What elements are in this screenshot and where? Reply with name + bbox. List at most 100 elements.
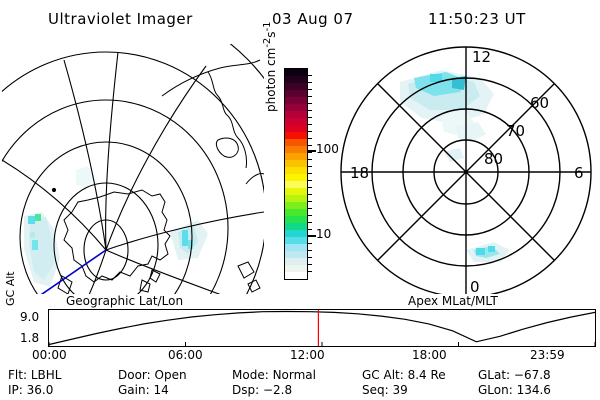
colorbar-minor-tick <box>307 187 312 188</box>
status-label: GLon: <box>478 383 517 397</box>
strip-chart-ylabel: GC Alt <box>4 271 17 306</box>
colorbar-minor-tick <box>307 257 312 258</box>
colorbar-band-16 <box>285 181 307 188</box>
colorbar-band-24 <box>285 237 307 244</box>
colorbar-band-21 <box>285 216 307 223</box>
status-value: 14 <box>153 383 169 397</box>
orbit-altitude-strip-chart[interactable] <box>48 309 596 347</box>
colorbar-band-25 <box>285 244 307 251</box>
apex-mlat-mlt-dial[interactable]: 12 6 0 18 60 70 80 <box>334 44 598 294</box>
colorbar-minor-tick <box>307 124 312 125</box>
colorbar-minor-tick <box>307 138 312 139</box>
colorbar-band-18 <box>285 195 307 202</box>
strip-xtick-2: 12:00 <box>290 348 325 362</box>
satellite-track-line <box>40 249 107 294</box>
colorbar-axis-title: photon cm-2s-1 <box>262 21 278 112</box>
status-glon: GLon: 134.6 <box>478 383 551 397</box>
colorbar-title-text: photon cm <box>264 47 278 112</box>
status-flt: Flt: LBHL <box>8 368 61 382</box>
strip-chart-canvas <box>49 310 595 346</box>
status-value: 134.6 <box>516 383 551 397</box>
colorbar-band-14 <box>285 167 307 174</box>
colorbar-tick-label-0: 100 <box>316 142 339 156</box>
status-value: Normal <box>272 368 316 382</box>
colorbar-minor-tick <box>307 264 312 265</box>
observation-date: 03 Aug 07 <box>272 10 354 28</box>
colorbar-band-27 <box>285 258 307 265</box>
mlat-label-60: 60 <box>530 94 549 112</box>
colorbar-minor-tick <box>307 229 312 230</box>
colorbar-minor-tick <box>307 215 312 216</box>
status-value: Open <box>154 368 187 382</box>
colorbar-band-8 <box>285 125 307 132</box>
geographic-panel-caption: Geographic Lat/Lon <box>66 294 184 308</box>
apex-panel-caption: Apex MLat/MLT <box>408 294 498 308</box>
status-glat: GLat: −67.8 <box>478 368 551 382</box>
colorbar-minor-tick <box>307 75 312 76</box>
mlt-spokes <box>341 47 591 294</box>
status-door: Door: Open <box>118 368 187 382</box>
strip-xtick-0: 00:00 <box>32 348 67 362</box>
mlt-label-18: 18 <box>350 164 369 182</box>
colorbar-band-20 <box>285 209 307 216</box>
instrument-title: Ultraviolet Imager <box>48 10 193 28</box>
colorbar-band-15 <box>285 174 307 181</box>
strip-ytick-low: 1.8 <box>20 331 40 345</box>
colorbar-minor-tick <box>307 96 312 97</box>
colorbar-band-4 <box>285 97 307 104</box>
status-value: −67.8 <box>513 368 551 382</box>
status-label: IP: <box>8 383 27 397</box>
longitude-grid-lines <box>2 51 264 294</box>
colorbar-band-29 <box>285 272 307 279</box>
colorbar-minor-tick <box>307 131 312 132</box>
colorbar-band-5 <box>285 104 307 111</box>
status-seq: Seq: 39 <box>362 383 408 397</box>
colorbar-band-13 <box>285 160 307 167</box>
colorbar-minor-tick <box>307 152 312 153</box>
status-value: 36.0 <box>26 383 54 397</box>
colorbar-band-7 <box>285 118 307 125</box>
colorbar-band-23 <box>285 230 307 237</box>
colorbar-minor-tick <box>307 201 312 202</box>
colorbar-band-11 <box>285 146 307 153</box>
status-label: Door: <box>118 368 155 382</box>
geographic-polar-plot[interactable] <box>2 44 264 294</box>
colorbar-band-28 <box>285 265 307 272</box>
status-label: GC Alt: <box>362 368 408 382</box>
colorbar-minor-tick <box>307 103 312 104</box>
colorbar-major-tick-1 <box>307 235 316 237</box>
aurora-emission-geographic <box>24 166 208 287</box>
intensity-colorbar[interactable] <box>284 68 308 280</box>
colorbar-minor-tick <box>307 194 312 195</box>
status-gcalt: GC Alt: 8.4 Re <box>362 368 446 382</box>
observation-time: 11:50:23 UT <box>428 10 526 28</box>
colorbar-band-0 <box>285 69 307 76</box>
colorbar-band-22 <box>285 223 307 230</box>
status-value: LBHL <box>30 368 62 382</box>
colorbar-band-19 <box>285 202 307 209</box>
status-gain: Gain: 14 <box>118 383 169 397</box>
colorbar-minor-tick <box>307 173 312 174</box>
strip-xtick-4: 23:59 <box>530 348 565 362</box>
colorbar-band-12 <box>285 153 307 160</box>
mlt-label-6: 6 <box>574 164 584 182</box>
header-bar: Ultraviolet Imager 03 Aug 07 11:50:23 UT <box>0 8 600 34</box>
strip-xtick-1: 06:00 <box>168 348 203 362</box>
mlt-label-12: 12 <box>472 48 491 66</box>
colorbar-band-17 <box>285 188 307 195</box>
status-label: Dsp: <box>232 383 263 397</box>
colorbar-title-exp1: -2 <box>262 37 273 48</box>
status-label: GLat: <box>478 368 514 382</box>
coastline-outline <box>51 59 264 294</box>
strip-ytick-high: 9.0 <box>20 310 40 324</box>
strip-xtick-3: 18:00 <box>412 348 447 362</box>
status-value: 8.4 Re <box>407 368 446 382</box>
status-label: Mode: <box>232 368 273 382</box>
colorbar-tick-label-1: 10 <box>316 227 332 241</box>
colorbar-minor-tick <box>307 180 312 181</box>
colorbar-band-2 <box>285 83 307 90</box>
colorbar-minor-tick <box>307 89 312 90</box>
colorbar-minor-tick <box>307 117 312 118</box>
colorbar-minor-tick <box>307 159 312 160</box>
colorbar-minor-tick <box>307 243 312 244</box>
